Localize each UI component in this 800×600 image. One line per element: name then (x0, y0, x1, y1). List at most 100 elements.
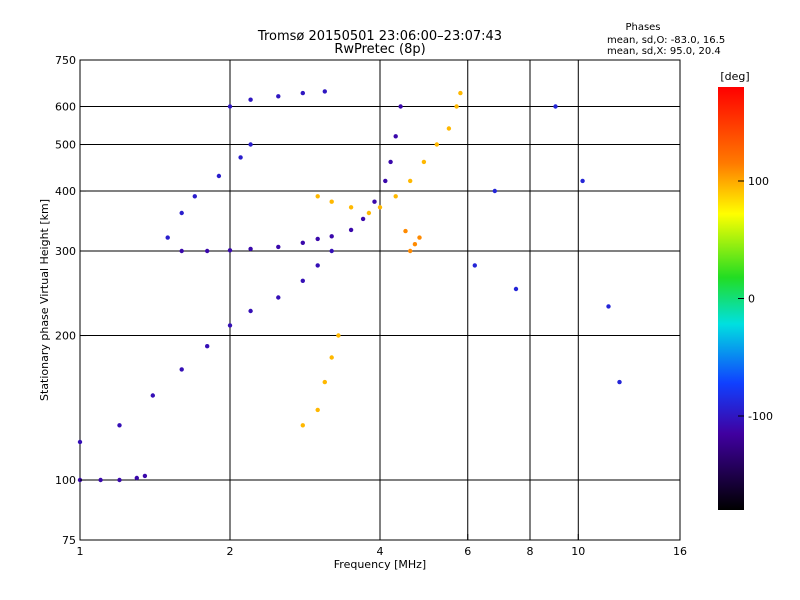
data-point (393, 194, 398, 199)
data-point (322, 379, 327, 385)
phases-x-stats: mean, sd,X: 95.0, 20.4 (607, 46, 721, 57)
y-tick-label: 200 (55, 330, 76, 343)
x-tick-label: 1 (77, 545, 84, 558)
data-point (472, 263, 477, 268)
data-point (412, 242, 418, 247)
data-point (329, 248, 334, 254)
x-tick-label: 2 (227, 545, 234, 558)
data-point (276, 295, 281, 300)
y-tick-label: 500 (55, 139, 76, 152)
data-point (315, 263, 320, 268)
data-point (117, 423, 122, 428)
data-point (248, 246, 253, 252)
data-point (142, 473, 148, 479)
y-tick-label: 400 (55, 185, 76, 198)
data-point (446, 126, 452, 131)
data-point (372, 199, 377, 204)
data-point (300, 278, 305, 283)
y-tick-label: 75 (62, 534, 76, 547)
data-point (408, 248, 413, 254)
data-point (322, 89, 327, 94)
data-point (227, 323, 233, 328)
x-tick-label: 4 (377, 545, 384, 558)
data-point (408, 178, 413, 184)
data-point (458, 90, 463, 96)
data-point (216, 173, 222, 179)
data-point (348, 205, 354, 210)
data-point (513, 286, 519, 292)
data-point (248, 142, 253, 147)
y-tick-label: 600 (55, 101, 76, 114)
data-point (205, 344, 210, 349)
data-point (192, 194, 197, 199)
data-point (134, 475, 139, 481)
data-point (348, 227, 354, 233)
colorbar-tick-label: -100 (748, 410, 773, 423)
data-point (492, 188, 497, 194)
data-point (421, 159, 427, 165)
data-point (398, 104, 403, 109)
data-point (276, 94, 281, 99)
x-tick-label: 16 (673, 545, 687, 558)
data-point (150, 393, 155, 398)
data-point (329, 234, 334, 239)
data-point (179, 367, 184, 372)
data-point (248, 97, 253, 102)
x-tick-label: 6 (464, 545, 471, 558)
data-point (165, 235, 170, 240)
data-point (227, 248, 233, 253)
chart-subtitle: RwPretec (8p) (334, 42, 425, 57)
data-point (179, 210, 184, 216)
data-point (77, 439, 83, 445)
data-point (553, 104, 558, 109)
data-point (98, 477, 103, 483)
x-axis-label: Frequency [MHz] (334, 558, 426, 571)
data-point (388, 159, 393, 165)
y-tick-label: 100 (55, 474, 76, 487)
data-point (434, 142, 439, 147)
y-tick-label: 750 (55, 54, 76, 67)
x-tick-label: 8 (527, 545, 534, 558)
data-point (393, 134, 398, 139)
data-point (300, 423, 305, 428)
data-point (276, 244, 281, 250)
data-point (315, 407, 320, 413)
data-point (238, 155, 243, 160)
colorbar-label: [deg] (720, 70, 749, 83)
y-axis-label: Stationary phase Virtual Height [km] (38, 199, 51, 401)
data-point (360, 216, 366, 222)
data-point (179, 248, 184, 254)
data-points (77, 89, 622, 483)
data-point (300, 240, 305, 245)
data-point (366, 210, 372, 216)
data-point (617, 379, 622, 385)
data-point (403, 228, 408, 234)
x-tick-label: 10 (571, 545, 585, 558)
phases-o-stats: mean, sd,O: -83.0, 16.5 (607, 35, 725, 46)
phases-heading: Phases (625, 22, 660, 33)
x-axis-ticks: 1 2 4 6 8 10 16 (77, 534, 687, 558)
data-point (329, 355, 334, 360)
y-axis-ticks: 75 100 200 300 400 500 600 750 (55, 54, 86, 547)
data-point (117, 477, 122, 483)
data-point (248, 308, 253, 314)
data-point (377, 205, 383, 210)
data-point (606, 304, 611, 309)
chart-title: Tromsø 20150501 23:06:00–23:07:43 (257, 29, 502, 44)
data-point (580, 178, 585, 184)
data-point (329, 199, 334, 204)
data-point (336, 333, 341, 338)
data-point (300, 90, 305, 96)
y-tick-label: 300 (55, 245, 76, 258)
data-point (315, 236, 320, 242)
colorbar-tick-label: 100 (748, 175, 769, 188)
data-point (205, 248, 210, 254)
colorbar-tick-label: 0 (748, 293, 755, 306)
data-point (383, 178, 388, 184)
data-point (454, 104, 459, 109)
data-point (227, 104, 233, 109)
colorbar-ticks: 100 0 -100 (738, 175, 773, 423)
data-point (417, 235, 422, 240)
data-point (315, 194, 320, 199)
